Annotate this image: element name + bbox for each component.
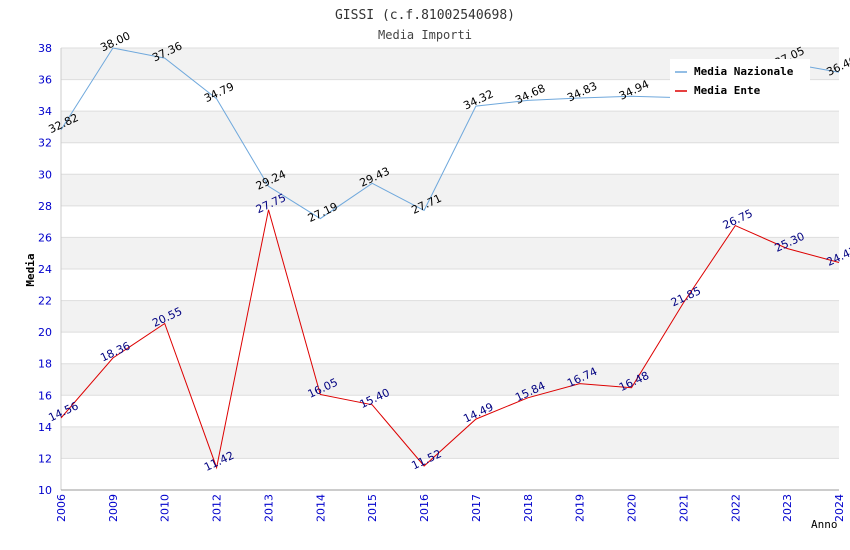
y-tick-label: 34 xyxy=(38,105,52,118)
y-tick-label: 10 xyxy=(38,484,52,497)
y-tick-label: 30 xyxy=(38,168,52,181)
series-line-media-ente xyxy=(60,209,840,470)
x-tick-label: 2014 xyxy=(314,494,327,522)
y-tick-label: 12 xyxy=(38,452,52,465)
x-tick-label: 2016 xyxy=(418,494,431,522)
legend-label-media-ente: Media Ente xyxy=(694,84,761,97)
grid-band xyxy=(61,111,839,143)
grid-band xyxy=(61,205,839,238)
x-tick-label: 2009 xyxy=(107,494,120,522)
legend: Media Nazionale Media Ente xyxy=(670,59,810,99)
y-tick-label: 32 xyxy=(38,137,52,150)
x-axis-ticks: 2006 2009 2010 2012 2013 2014 2015 2016 2017 2018… xyxy=(55,494,846,522)
grid-band xyxy=(61,300,839,333)
chart-title: GISSI (c.f.81002540698) xyxy=(335,8,515,23)
legend-label-media-nazionale: Media Nazionale xyxy=(694,65,794,78)
x-tick-label: 2024 xyxy=(833,494,846,522)
legend-box xyxy=(670,59,810,99)
y-axis-ticks: 10 12 14 16 18 20 22 24 26 28 30 32 34 36 38 xyxy=(38,42,52,497)
grid-band xyxy=(61,237,839,269)
y-tick-label: 38 xyxy=(38,42,52,55)
y-tick-label: 28 xyxy=(38,200,52,213)
y-tick-label: 16 xyxy=(38,389,52,402)
x-tick-label: 2006 xyxy=(55,494,68,522)
y-tick-label: 18 xyxy=(38,358,52,371)
grid-band xyxy=(61,332,839,364)
x-tick-label: 2023 xyxy=(781,494,794,522)
x-tick-label: 2015 xyxy=(366,494,379,522)
x-tick-label: 2013 xyxy=(262,494,275,522)
grid-band xyxy=(61,269,839,301)
x-tick-label: 2017 xyxy=(470,494,483,522)
x-tick-label: 2021 xyxy=(677,494,690,522)
y-tick-label: 20 xyxy=(38,326,52,339)
y-tick-label: 24 xyxy=(38,263,52,276)
y-tick-label: 36 xyxy=(38,74,52,87)
x-tick-label: 2012 xyxy=(211,494,224,522)
x-tick-label: 2020 xyxy=(626,494,639,522)
x-tick-label: 2010 xyxy=(159,494,172,522)
chart-subtitle: Media Importi xyxy=(378,28,472,42)
x-tick-label: 2022 xyxy=(729,494,742,522)
grid-bands xyxy=(61,48,839,490)
x-tick-label: 2019 xyxy=(574,494,587,522)
y-tick-label: 14 xyxy=(38,421,52,434)
grid-band xyxy=(61,458,839,490)
y-tick-label: 22 xyxy=(38,295,52,308)
x-tick-label: 2018 xyxy=(522,494,535,522)
x-axis-label: Anno xyxy=(811,518,838,531)
grid-band xyxy=(61,363,839,396)
grid-band xyxy=(61,395,839,427)
y-tick-label: 26 xyxy=(38,231,52,244)
y-axis-label: Media xyxy=(24,253,37,286)
grid-band xyxy=(61,174,839,206)
